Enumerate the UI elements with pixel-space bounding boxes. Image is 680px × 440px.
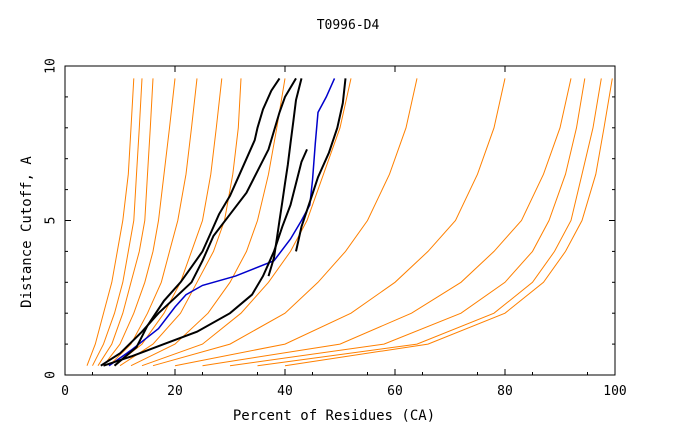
model-curve-1 bbox=[86, 78, 135, 366]
x-tick-label-20: 20 bbox=[167, 384, 183, 399]
model-curve-14 bbox=[257, 78, 602, 367]
chart-title: T0996-D4 bbox=[317, 18, 380, 33]
model-curve-7 bbox=[119, 78, 242, 367]
highlight-curve-1 bbox=[108, 78, 336, 367]
model-curve-8 bbox=[130, 78, 286, 367]
x-axis-label: Percent of Residues (CA) bbox=[233, 408, 435, 424]
model-curve-12 bbox=[202, 78, 572, 367]
highlight-curve-5 bbox=[267, 78, 303, 277]
x-tick-label-0: 0 bbox=[61, 384, 69, 399]
y-tick-label-5: 5 bbox=[44, 217, 59, 225]
x-tick-label-60: 60 bbox=[387, 384, 403, 399]
y-axis-label: Distance Cutoff, A bbox=[19, 156, 35, 308]
x-tick-label-40: 40 bbox=[277, 384, 293, 399]
model-curve-4 bbox=[103, 78, 176, 367]
y-tick-label-10: 10 bbox=[44, 58, 59, 74]
model-curve-13 bbox=[229, 78, 586, 367]
model-curve-11 bbox=[174, 78, 506, 367]
x-tick-label-100: 100 bbox=[603, 384, 626, 399]
model-curve-5 bbox=[108, 78, 198, 367]
model-curve-15 bbox=[284, 78, 613, 367]
model-curve-9 bbox=[141, 78, 352, 367]
model-curve-10 bbox=[152, 78, 418, 367]
series-layer bbox=[86, 77, 613, 367]
model-curve-6 bbox=[114, 78, 223, 367]
highlight-curve-4 bbox=[113, 77, 281, 367]
tick-layer: 0 20 40 60 80 100 0 5 10 bbox=[44, 58, 627, 399]
x-tick-label-80: 80 bbox=[497, 384, 513, 399]
highlight-curve-2 bbox=[100, 77, 297, 367]
y-tick-label-0: 0 bbox=[44, 371, 59, 379]
model-curve-3 bbox=[97, 78, 154, 366]
highlight-curve-3 bbox=[103, 148, 308, 367]
highlight-curve-6 bbox=[295, 78, 347, 252]
model-curve-2 bbox=[92, 78, 143, 366]
